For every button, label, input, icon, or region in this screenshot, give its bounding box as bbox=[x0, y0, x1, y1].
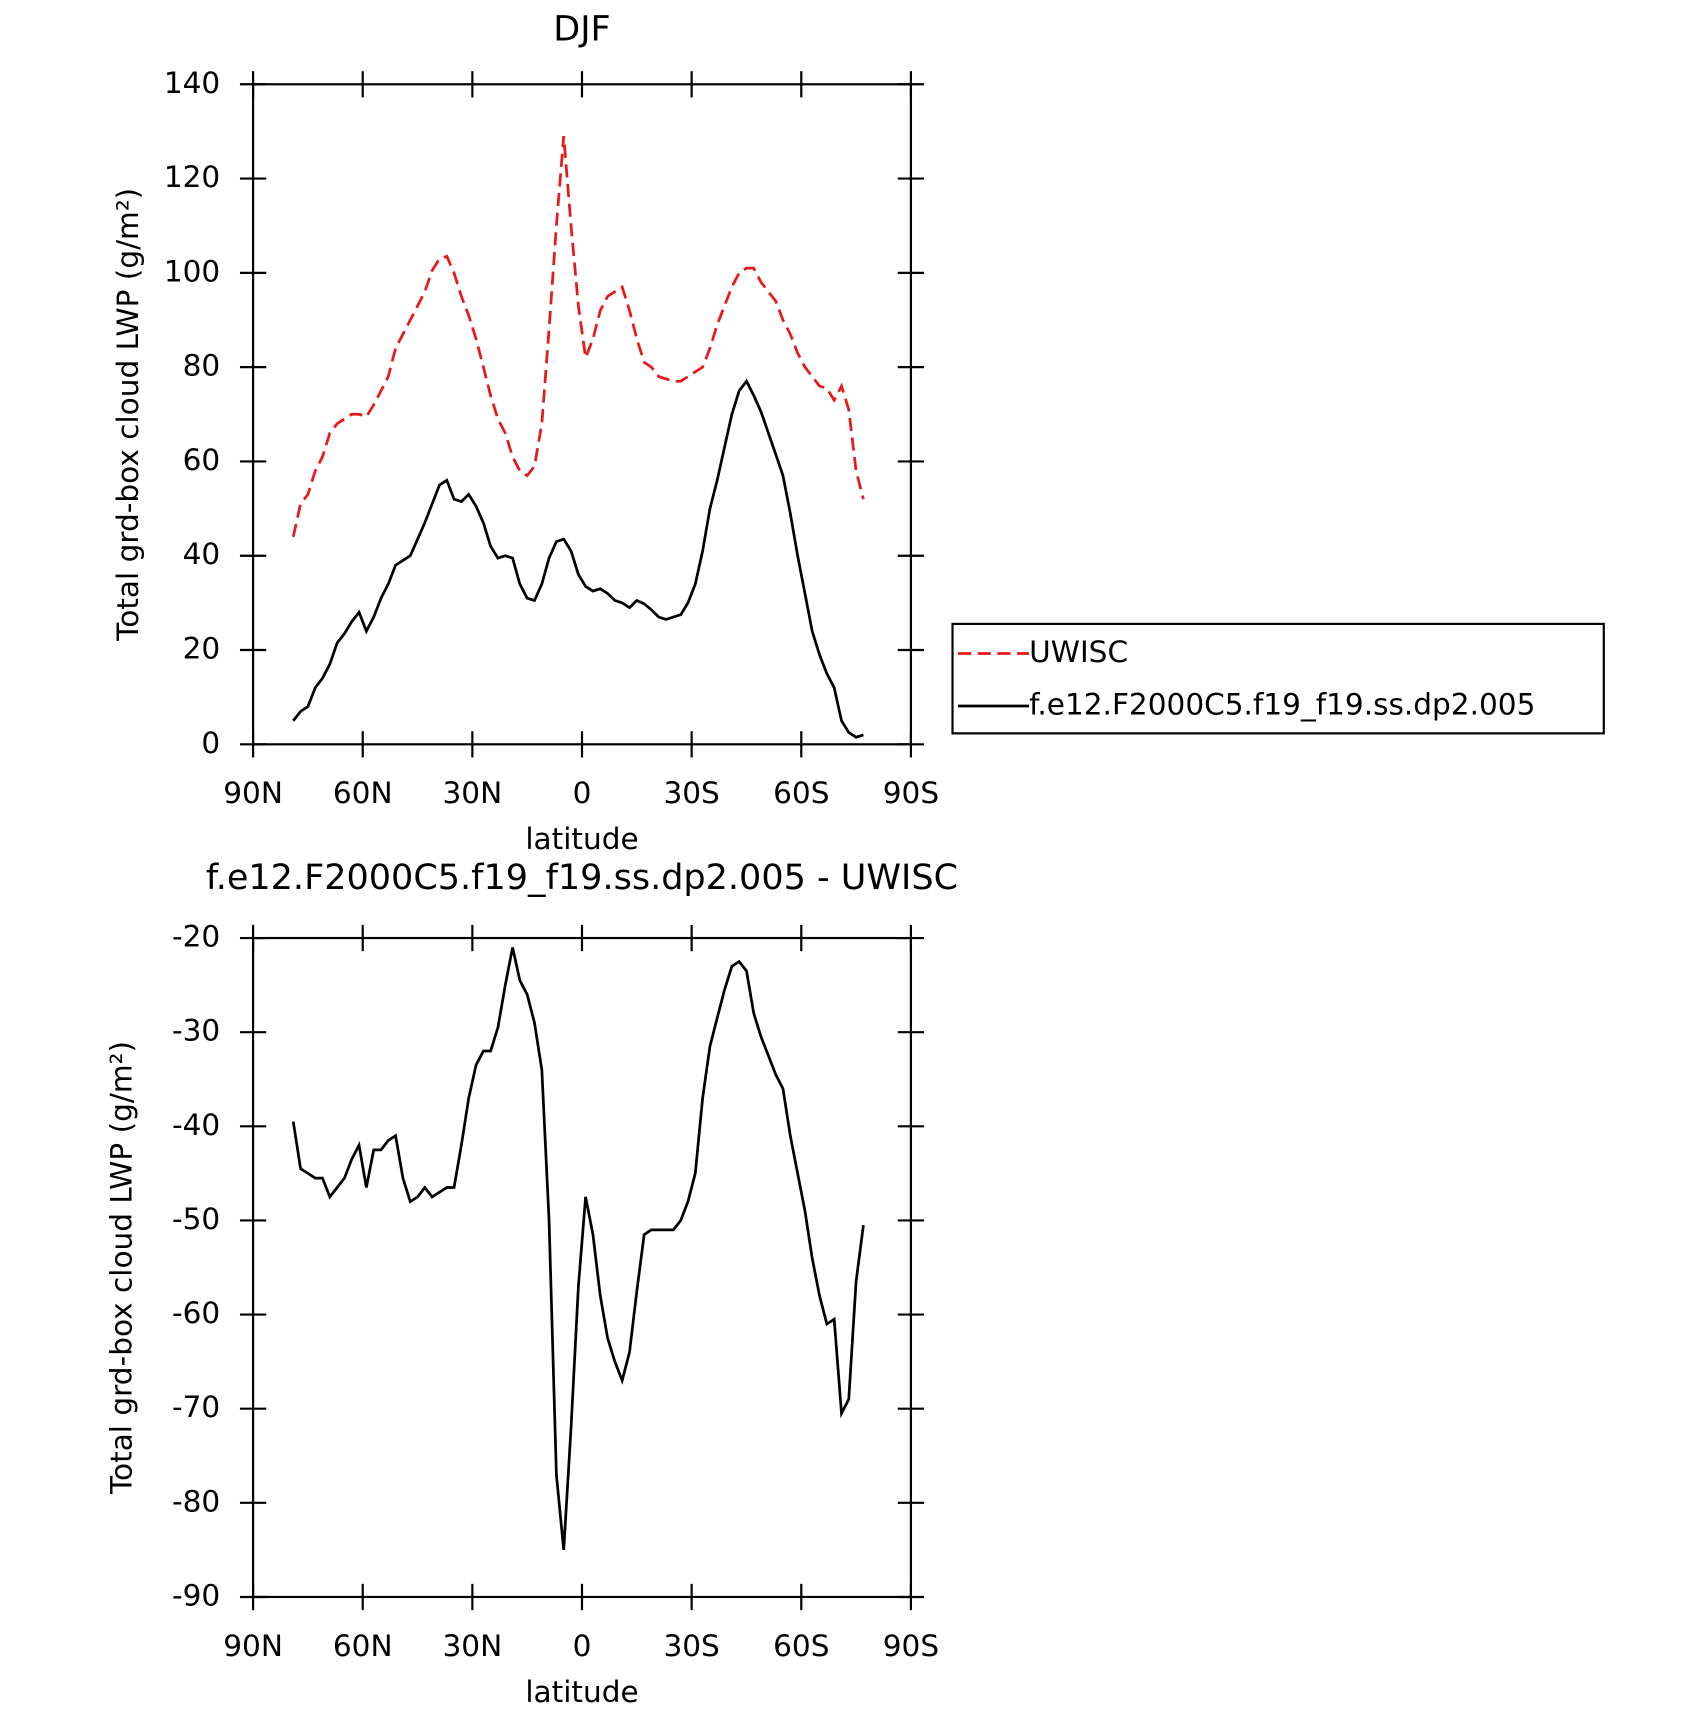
data-line bbox=[291, 947, 865, 1551]
x-tick-label: 90N bbox=[223, 1629, 283, 1663]
y-tick-label: 100 bbox=[164, 254, 220, 288]
chart-title: f.e12.F2000C5.f19_f19.ss.dp2.005 - UWISC bbox=[206, 857, 958, 898]
data-line bbox=[291, 136, 865, 538]
x-axis-label: latitude bbox=[525, 1675, 638, 1709]
y-tick-label: -30 bbox=[172, 1014, 220, 1048]
legend-box bbox=[951, 622, 1605, 735]
y-tick-label: 80 bbox=[183, 349, 221, 383]
y-tick-label: -80 bbox=[172, 1484, 220, 1518]
y-axis-label: Total grd-box cloud LWP (g/m²) bbox=[111, 188, 145, 642]
y-tick-label: 0 bbox=[201, 726, 220, 760]
y-tick-label: -50 bbox=[172, 1202, 220, 1236]
legend-label: UWISC bbox=[1029, 635, 1128, 669]
chart-title: DJF bbox=[553, 9, 610, 50]
x-tick-label: 30S bbox=[663, 1629, 719, 1663]
x-axis-label: latitude bbox=[525, 822, 638, 856]
y-tick-label: -20 bbox=[172, 920, 220, 954]
legend-label: f.e12.F2000C5.f19_f19.ss.dp2.005 bbox=[1029, 687, 1535, 721]
y-tick-label: -60 bbox=[172, 1296, 220, 1330]
x-tick-label: 90N bbox=[223, 776, 283, 810]
x-tick-label: 60N bbox=[333, 776, 393, 810]
y-tick-label: -90 bbox=[172, 1578, 220, 1612]
x-tick-label: 60S bbox=[773, 1629, 829, 1663]
data-line bbox=[292, 378, 864, 739]
y-tick-label: -40 bbox=[172, 1108, 220, 1142]
x-tick-label: 30S bbox=[663, 776, 719, 810]
y-tick-label: 60 bbox=[183, 443, 221, 477]
x-tick-label: 60N bbox=[333, 1629, 393, 1663]
y-tick-label: 40 bbox=[183, 537, 221, 571]
x-tick-label: 0 bbox=[573, 1629, 592, 1663]
y-tick-label: 20 bbox=[183, 632, 221, 666]
x-tick-label: 90S bbox=[883, 776, 939, 810]
y-tick-label: 120 bbox=[164, 160, 220, 194]
x-tick-label: 30N bbox=[443, 776, 503, 810]
plot-frame bbox=[251, 936, 913, 1599]
x-tick-label: 90S bbox=[883, 1629, 939, 1663]
x-tick-label: 60S bbox=[773, 776, 829, 810]
y-tick-label: -70 bbox=[172, 1390, 220, 1424]
x-tick-label: 30N bbox=[443, 1629, 503, 1663]
y-tick-label: 140 bbox=[164, 66, 220, 100]
y-axis-label: Total grd-box cloud LWP (g/m²) bbox=[104, 1041, 138, 1495]
x-tick-label: 0 bbox=[573, 776, 592, 810]
